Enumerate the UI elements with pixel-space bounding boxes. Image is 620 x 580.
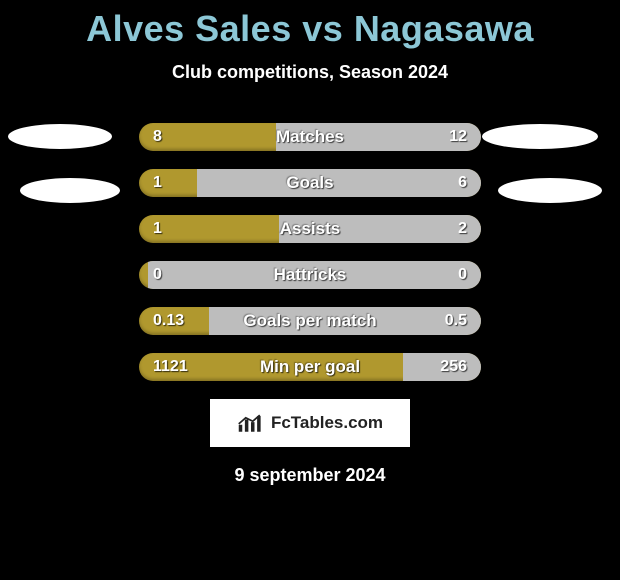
vs-label: vs — [302, 8, 343, 49]
player2-name: Nagasawa — [354, 8, 534, 49]
stat-right-value: 2 — [458, 215, 467, 243]
subtitle: Club competitions, Season 2024 — [0, 62, 620, 83]
stat-label: Hattricks — [139, 261, 481, 289]
stat-label: Goals — [139, 169, 481, 197]
stat-row: 1Goals6 — [139, 169, 481, 197]
stat-label: Min per goal — [139, 353, 481, 381]
decorative-oval — [8, 124, 112, 149]
stat-right-value: 0 — [458, 261, 467, 289]
date-text: 9 september 2024 — [0, 465, 620, 486]
stat-label: Assists — [139, 215, 481, 243]
decorative-oval — [482, 124, 598, 149]
player1-name: Alves Sales — [86, 8, 292, 49]
badge-text: FcTables.com — [271, 413, 383, 433]
stat-right-value: 12 — [449, 123, 467, 151]
stat-row: 1121Min per goal256 — [139, 353, 481, 381]
stat-right-value: 6 — [458, 169, 467, 197]
stat-rows: 8Matches12 1Goals6 1Assists2 0Hattricks0 0.1… — [0, 123, 620, 381]
stat-row: 0Hattricks0 — [139, 261, 481, 289]
comparison-title: Alves Sales vs Nagasawa — [0, 0, 620, 50]
stat-right-value: 256 — [440, 353, 467, 381]
chart-icon — [237, 412, 265, 434]
stat-row: 8Matches12 — [139, 123, 481, 151]
stat-label: Goals per match — [139, 307, 481, 335]
stat-label: Matches — [139, 123, 481, 151]
stat-row: 0.13Goals per match0.5 — [139, 307, 481, 335]
decorative-oval — [498, 178, 602, 203]
fctables-badge[interactable]: FcTables.com — [210, 399, 410, 447]
decorative-oval — [20, 178, 120, 203]
stat-right-value: 0.5 — [445, 307, 467, 335]
stat-row: 1Assists2 — [139, 215, 481, 243]
